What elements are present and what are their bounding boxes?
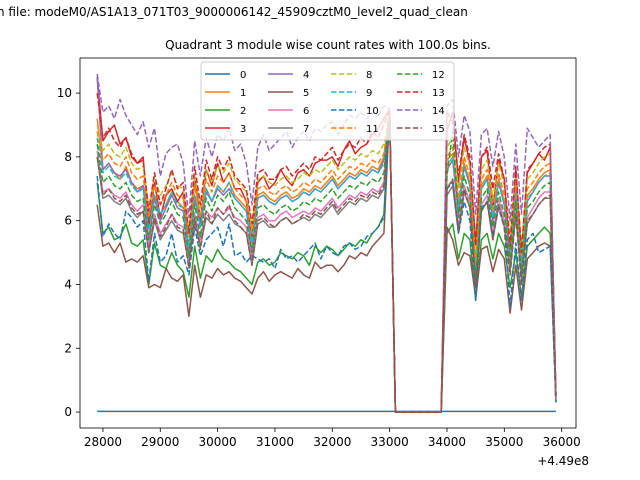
x-offset-label: +4.49e8 (537, 454, 589, 468)
legend-label-14: 14 (432, 106, 445, 117)
series-line-5 (96, 111, 557, 413)
x-tick-label: 32000 (313, 435, 351, 449)
legend-label-11: 11 (366, 124, 379, 135)
y-tick-label: 8 (64, 150, 72, 164)
legend-label-15: 15 (432, 124, 445, 135)
legend-label-12: 12 (432, 70, 445, 81)
x-tick-label: 33000 (371, 435, 409, 449)
legend-label-4: 4 (303, 70, 309, 81)
legend-label-2: 2 (240, 106, 246, 117)
series-line-11 (96, 111, 557, 413)
x-tick-label: 30000 (199, 435, 237, 449)
chart-title: Quadrant 3 module wise count rates with … (165, 38, 491, 52)
y-tick-label: 2 (64, 341, 72, 355)
y-tick-label: 4 (64, 277, 72, 291)
x-tick-label: 28000 (84, 435, 122, 449)
series-line-13 (96, 93, 557, 413)
x-tick-label: 34000 (428, 435, 466, 449)
series-line-15 (96, 111, 557, 413)
y-tick-label: 6 (64, 214, 72, 228)
series-line-12 (96, 111, 557, 413)
x-axis: 28000 29000 30000 31000 32000 33000 34000 35000… (84, 428, 581, 449)
legend-label-5: 5 (303, 88, 309, 99)
legend-box (200, 61, 455, 141)
legend-label-7: 7 (303, 124, 309, 135)
legend-label-1: 1 (240, 88, 246, 99)
legend-label-3: 3 (240, 124, 246, 135)
y-axis: 0 2 4 6 8 10 (57, 86, 80, 419)
legend-label-6: 6 (303, 106, 309, 117)
plot-frame (79, 57, 577, 429)
y-tick-label: 0 (64, 405, 72, 419)
x-tick-label: 31000 (256, 435, 294, 449)
legend-label-8: 8 (366, 70, 372, 81)
series-line-9 (96, 111, 557, 413)
plot-lines (96, 73, 557, 413)
legend-label-9: 9 (366, 88, 372, 99)
x-tick-label: 36000 (543, 435, 581, 449)
figure-suptitle: n file: modeM0/AS1A13_071T03_9000006142_… (0, 5, 468, 19)
legend-label-13: 13 (432, 88, 445, 99)
series-line-10 (96, 111, 557, 413)
y-tick-label: 10 (57, 86, 72, 100)
x-tick-label: 35000 (485, 435, 523, 449)
legend-label-0: 0 (240, 70, 246, 81)
legend-label-10: 10 (366, 106, 379, 117)
x-tick-label: 29000 (141, 435, 179, 449)
